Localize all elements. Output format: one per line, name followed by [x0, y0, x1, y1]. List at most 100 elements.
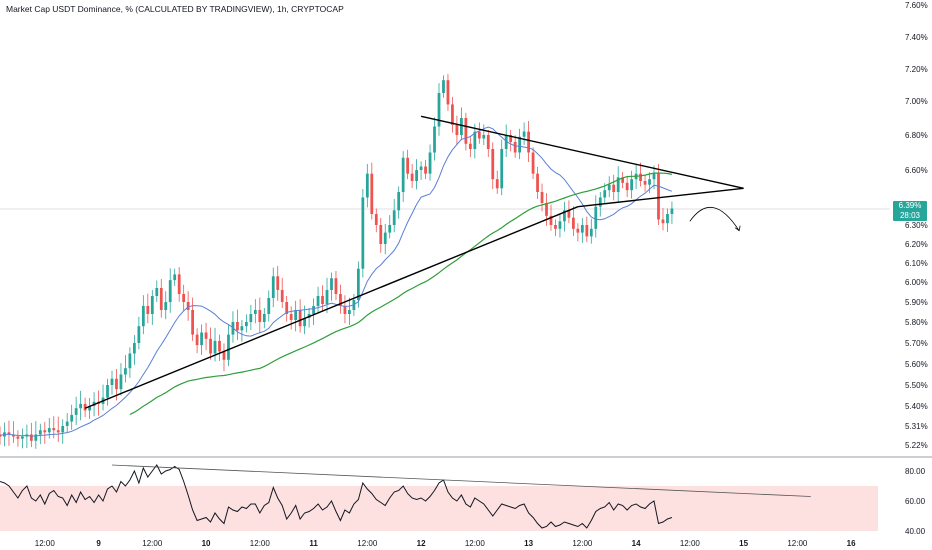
time-axis-tick-label: 10 — [202, 539, 211, 548]
candle-body — [159, 288, 163, 310]
trendline — [577, 187, 744, 208]
candle-body — [271, 276, 275, 298]
candle-body — [56, 430, 60, 433]
candle-body — [383, 232, 387, 244]
candle-body — [388, 225, 392, 233]
candle-body — [451, 104, 454, 125]
candle-body — [7, 432, 11, 435]
candle-body — [294, 310, 298, 320]
price-axis-tick-label: 6.20% — [905, 240, 928, 249]
time-axis-tick-label: 12:00 — [250, 539, 271, 548]
candle-body — [567, 210, 571, 218]
candle-body — [52, 428, 56, 431]
candle-body — [446, 80, 450, 105]
price-axis-tick-label: 5.60% — [905, 360, 928, 369]
time-axis-tick-label: 12 — [417, 539, 426, 548]
rsi-axis-tick-label: 40.00 — [905, 527, 926, 536]
time-axis-tick-label: 12:00 — [35, 539, 56, 548]
candle-body — [343, 306, 347, 314]
time-axis-tick-label: 14 — [632, 539, 641, 548]
candle-body — [227, 334, 230, 360]
candle-body — [563, 210, 566, 222]
candle-body — [666, 214, 669, 224]
candle-body — [648, 179, 651, 185]
candle-body — [540, 192, 544, 203]
candle-body — [70, 414, 74, 422]
candle-body — [661, 219, 665, 224]
candle-body — [625, 182, 629, 191]
projection-arrow — [689, 206, 740, 231]
candle-body — [630, 179, 634, 191]
candle-body — [276, 276, 280, 290]
price-axis-tick-label: 5.90% — [905, 298, 928, 307]
candle-body — [146, 306, 150, 314]
time-axis-tick-label: 12:00 — [465, 539, 486, 548]
candle-body — [670, 208, 674, 214]
time-axis-tick-label: 12:00 — [787, 539, 808, 548]
candle-body — [598, 197, 602, 207]
candle-body — [262, 314, 266, 322]
candle-body — [531, 152, 535, 174]
rsi-band — [0, 486, 878, 531]
candle-body — [464, 118, 468, 144]
candle-body — [249, 314, 253, 322]
candle-body — [460, 118, 463, 135]
candle-body — [589, 228, 593, 237]
price-axis-tick-label: 7.60% — [905, 1, 928, 10]
candle-body — [392, 210, 396, 225]
candle-body — [500, 149, 504, 189]
candle-body — [222, 351, 226, 360]
candle-body — [316, 296, 320, 306]
candle-body — [88, 406, 91, 411]
candle-body — [356, 268, 360, 300]
candle-body — [236, 322, 239, 331]
candle-body — [330, 278, 333, 290]
candle-body — [428, 152, 432, 174]
candle-body — [536, 173, 539, 192]
candle-body — [616, 177, 620, 192]
candle-body — [415, 170, 418, 181]
candle-body — [213, 340, 217, 354]
time-axis-tick-label: 13 — [524, 539, 533, 548]
candle-body — [401, 157, 405, 192]
candle-body — [554, 225, 557, 229]
candle-body — [545, 203, 548, 216]
time-axis-tick-label: 9 — [96, 539, 101, 548]
candle-body — [643, 181, 647, 185]
candle-body — [132, 343, 136, 354]
candle-body — [29, 434, 33, 441]
candle-body — [657, 173, 660, 220]
candle-body — [504, 135, 508, 149]
candle-body — [558, 221, 562, 229]
candle-body — [482, 135, 486, 139]
candle-body — [455, 124, 459, 135]
candle-body — [38, 430, 42, 435]
candle-body — [258, 310, 262, 322]
candle-countdown: 28:03 — [899, 211, 921, 220]
candle-body — [164, 302, 168, 310]
fast-moving-average-line — [0, 126, 673, 437]
time-axis-tick-label: 12:00 — [357, 539, 378, 548]
candle-body — [200, 332, 203, 346]
candle-body — [110, 378, 114, 385]
candle-body — [652, 173, 656, 180]
candle-body — [124, 368, 127, 375]
candle-body — [571, 217, 575, 229]
candle-body — [509, 135, 513, 142]
candle-body — [253, 310, 257, 314]
candle-body — [495, 179, 499, 189]
price-axis-tick-label: 5.50% — [905, 381, 928, 390]
candle-body — [119, 374, 123, 390]
candle-body — [603, 190, 607, 198]
candle-body — [244, 322, 248, 327]
candle-body — [433, 126, 436, 153]
candle-body — [442, 80, 445, 93]
last-price-badge: 6.39% 28:03 — [893, 201, 927, 221]
candle-body — [374, 214, 378, 225]
candle-body — [137, 326, 141, 343]
candle-body — [43, 430, 47, 433]
candle-body — [348, 310, 351, 314]
arrowhead — [734, 225, 741, 232]
